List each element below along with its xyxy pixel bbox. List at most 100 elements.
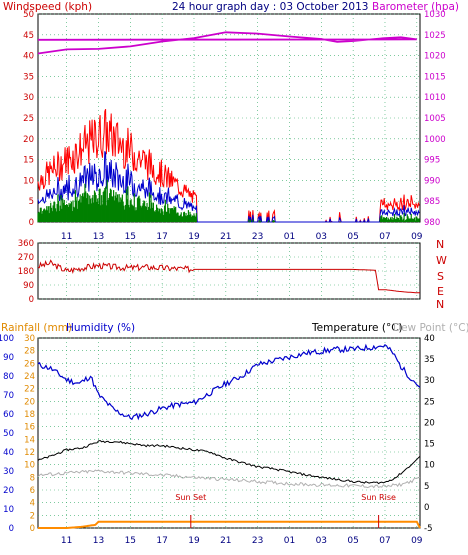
y-tick-label: 20 (24, 397, 35, 407)
temperature-line (37, 439, 421, 485)
y-tick-label: 990 (424, 176, 440, 186)
y-tick-label: 20 (424, 418, 435, 428)
y-tick-label: 50 (3, 429, 14, 439)
rainfall-line (38, 520, 421, 529)
y-tick-label: 12 (24, 448, 35, 458)
y-tick-label: 24 (24, 372, 35, 382)
y-tick-label: 18 (24, 410, 35, 420)
dewpoint-axis-label: Dew Point (°C) (393, 322, 468, 334)
compass-label-e: E (437, 285, 444, 298)
x-tick-label: 09 (411, 536, 423, 546)
y-tick-label: 26 (24, 359, 35, 369)
y-tick-label: 0 (30, 524, 35, 534)
x-tick-label: 09 (411, 232, 423, 242)
y-tick-label: 35 (424, 355, 435, 365)
chart-title: 24 hour graph day : 03 October 2013 (172, 1, 368, 13)
x-tick-label: 19 (188, 232, 200, 242)
y-tick-label: 270 (18, 253, 34, 263)
y-tick-label: 90 (3, 353, 14, 363)
y-tick-label: 5 (424, 482, 429, 492)
y-tick-label: 10 (3, 505, 14, 515)
barometer-axis-label: Barometer (hpa) (372, 1, 459, 13)
humidity-line (37, 343, 421, 421)
y-tick-label: 6 (30, 486, 35, 496)
x-tick-label: 01 (284, 232, 295, 242)
y-tick-label: 0 (29, 218, 34, 228)
direction-line (37, 259, 420, 294)
x-tick-label: 15 (125, 536, 136, 546)
y-tick-label: 60 (3, 410, 14, 420)
x-tick-label: 03 (316, 536, 327, 546)
y-tick-label: 25 (23, 114, 34, 124)
y-tick-label: 1025 (424, 31, 446, 41)
wind-grid: 11 13 15 17 19 21 23 01 03 05 07 09 (38, 13, 423, 242)
sunrise-label: Sun Rise (361, 493, 396, 502)
y-tick-label: 40 (424, 334, 435, 344)
climate-grid: 11 13 15 17 19 21 23 01 03 05 07 09 (38, 337, 423, 546)
x-tick-label: 23 (252, 232, 263, 242)
x-tick-label: 17 (156, 232, 167, 242)
x-tick-label: 17 (156, 536, 167, 546)
climate-plot-frame (37, 337, 421, 529)
x-tick-label: 21 (220, 536, 231, 546)
y-tick-label: 10 (24, 461, 35, 471)
x-tick-label: 11 (61, 536, 72, 546)
y-tick-label: 14 (24, 435, 35, 445)
barometer-line (37, 31, 417, 55)
y-tick-label: 80 (3, 372, 14, 382)
compass-label-w: W (436, 254, 447, 267)
y-tick-label: 180 (18, 267, 34, 277)
x-tick-label: 15 (125, 232, 136, 242)
y-tick-label: 16 (24, 423, 35, 433)
y-tick-label: 10 (424, 461, 435, 471)
y-tick-label: 70 (3, 391, 14, 401)
y-tick-label: 45 (23, 31, 34, 41)
y-tick-label: 35 (23, 72, 34, 82)
y-tick-label: 30 (3, 467, 14, 477)
x-tick-label: 05 (347, 536, 358, 546)
x-tick-label: 05 (347, 232, 358, 242)
y-tick-label: 1000 (424, 135, 446, 145)
y-tick-label: 4 (30, 499, 35, 509)
y-tick-label: 8 (30, 473, 35, 483)
y-tick-label: 22 (24, 385, 35, 395)
x-tick-label: 13 (93, 232, 104, 242)
windspeed-series (37, 108, 420, 223)
rainfall-axis-label: Rainfall (mm) (1, 322, 72, 334)
x-tick-label: 03 (316, 232, 327, 242)
dewpoint-line (37, 469, 421, 489)
x-tick-label: 19 (188, 536, 200, 546)
y-tick-label: 28 (24, 347, 35, 357)
temperature-axis-label: Temperature (°C) (311, 322, 403, 334)
y-tick-label: 1010 (424, 93, 446, 103)
y-tick-label: 0 (29, 295, 34, 305)
y-tick-label: 30 (23, 93, 34, 103)
y-tick-label: -5 (424, 524, 432, 534)
y-tick-label: 15 (23, 156, 34, 166)
y-tick-label: 50 (23, 10, 34, 20)
y-tick-label: 40 (3, 448, 14, 458)
y-tick-label: 20 (23, 135, 34, 145)
compass-label-s: S (437, 270, 444, 283)
x-tick-label: 23 (252, 536, 263, 546)
y-tick-label: 0 (424, 503, 429, 513)
x-tick-label: 07 (379, 232, 390, 242)
y-tick-label: 1020 (424, 52, 446, 62)
x-tick-label: 21 (220, 232, 231, 242)
humidity-axis-label: Humidity (%) (66, 322, 135, 334)
y-tick-label: 20 (3, 486, 14, 496)
x-tick-label: 11 (61, 232, 72, 242)
y-tick-label: 10 (23, 176, 34, 186)
compass-label-n-bottom: N (436, 298, 444, 311)
y-tick-label: 2 (30, 511, 35, 521)
y-tick-label: 5 (29, 197, 34, 207)
y-tick-label: 985 (424, 197, 440, 207)
wind-avg-line (37, 151, 420, 223)
y-tick-label: 995 (424, 156, 440, 166)
y-tick-label: 30 (424, 376, 435, 386)
y-tick-label: 40 (23, 52, 34, 62)
sunset-label: Sun Set (175, 493, 206, 502)
compass-label-n-top: N (436, 238, 444, 251)
y-tick-label: 100 (0, 334, 14, 344)
